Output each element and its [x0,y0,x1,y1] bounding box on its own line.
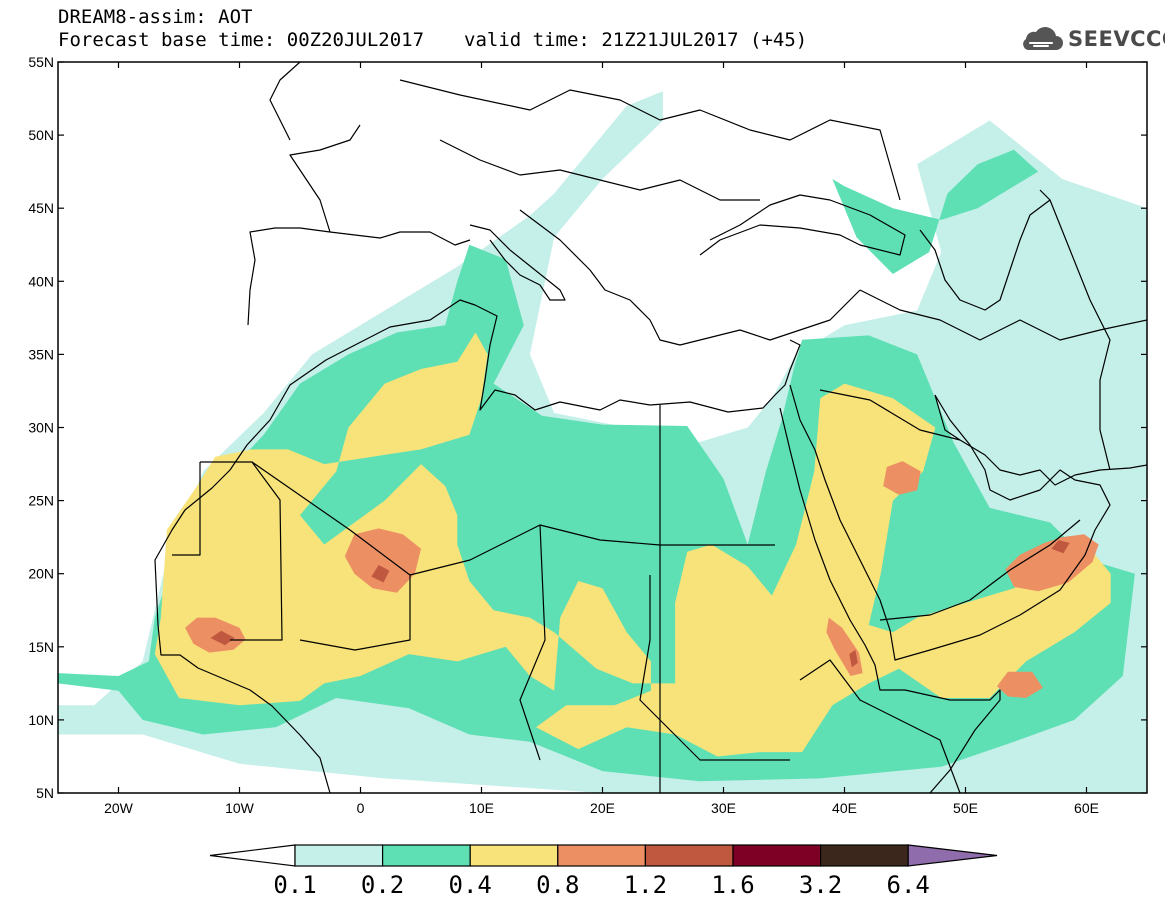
forecast-base-time: Forecast base time: 00Z20JUL2017 [58,29,425,51]
colorbar-box [469,844,559,867]
dust-region-level-4 [210,630,235,646]
colorbar-arrow-high [907,844,998,867]
lon-tick-label: 10E [469,800,494,816]
dust-region-level-4 [849,649,858,668]
caspian-coast [919,189,1051,311]
lat-tick-label: 5N [36,785,54,801]
lon-tick-label: 40E [832,800,857,816]
lat-tick-label: 50N [28,127,54,143]
colorbar-box [644,844,734,867]
map-area [58,62,1147,793]
dust-region-level-4 [1051,540,1070,554]
balkans-coast [519,209,861,346]
colorbar-label: 3.2 [799,871,842,899]
colorbar-label: 0.1 [273,871,316,899]
colorbar-box [819,844,909,867]
lon-tick-label: 10W [225,800,255,816]
coastlines [154,62,1147,793]
dust-region-level-1 [832,149,1039,274]
lon-tick-label: 60E [1074,800,1099,816]
red-sea-west-coast [779,407,1001,793]
border-algeria-mali [251,461,411,651]
border-sudan [639,575,790,761]
dust-region-level-3 [1005,534,1099,592]
border-iraq [819,389,961,441]
dust-region-level-3 [883,461,921,495]
border-niger-libya [409,524,661,793]
lon-tick-label: 0 [357,800,365,816]
colorbar-label: 0.4 [449,871,492,899]
dust-region-level-3 [344,528,421,593]
border-libya-egypt [659,405,775,546]
border-saudi-yemen [879,519,1081,621]
lat-tick-label: 10N [28,712,54,728]
lon-tick-label: 30E [711,800,736,816]
lat-tick-label: 40N [28,273,54,289]
iberia-coast [247,227,471,326]
colorbar-label: 1.2 [624,871,667,899]
arabia-west-coast [789,384,1111,661]
colorbar-box [382,844,471,867]
britain-coast [269,62,301,141]
lon-tick-label: 20W [104,800,134,816]
colorbar-label: 1.6 [711,871,754,899]
lat-tick-label: 30N [28,420,54,436]
lat-tick-label: 20N [28,566,54,582]
colorbar-label: 6.4 [887,871,930,899]
cloud-icon [1023,27,1063,50]
lon-tick-label: 50E [953,800,978,816]
border-mauritania [172,462,201,556]
border-west-sahara [200,461,283,641]
lat-tick-label: 45N [28,200,54,216]
valid-time: valid time: 21Z21JUL2017 (+45) [464,29,808,51]
lon-tick-label: 20E [590,800,615,816]
colorbar-box [557,844,646,867]
aot-colorbar: 0.1 0.2 0.4 0.8 1.2 1.6 3.2 6.4 [209,844,998,899]
colorbar-label: 0.8 [536,871,579,899]
black-sea-coast [699,194,906,256]
france-coast [289,124,361,233]
colorbar-arrow-low [209,844,296,867]
border-europe [399,79,901,201]
colorbar-box [294,844,384,867]
border-chad-sudan [519,524,546,761]
colorbar-box [732,844,822,867]
dust-region-level-2 [154,332,1111,757]
map-title: DREAM8-assim: AOT [58,6,253,28]
lat-tick-label: 25N [28,493,54,509]
persian-gulf-coast [934,394,1147,486]
forecast-time-line: Forecast base time: 00Z20JUL2017 valid ti… [58,29,807,51]
italy-coast [469,224,566,301]
border-middle-east [859,289,1147,341]
lat-tick-label: 15N [28,639,54,655]
border-ethiopia [799,659,961,793]
lat-tick-label: 55N [28,54,54,70]
logo-text: SEEVCCC [1068,27,1165,51]
dust-region-level-4 [371,564,390,583]
border-iran-east [1049,199,1111,471]
lat-tick-label: 35N [28,346,54,362]
africa-coastline [154,299,801,793]
dust-region-level-3 [997,671,1043,698]
map-axes: 55N 50N 45N 40N 35N 30N 25N 20N 15N 10N 5N 20W 10W 0 1… [28,54,1147,816]
colorbar-label: 0.2 [361,871,404,899]
seevccc-logo: SEEVCCC [1018,24,1165,54]
border-central-europe [439,139,760,201]
